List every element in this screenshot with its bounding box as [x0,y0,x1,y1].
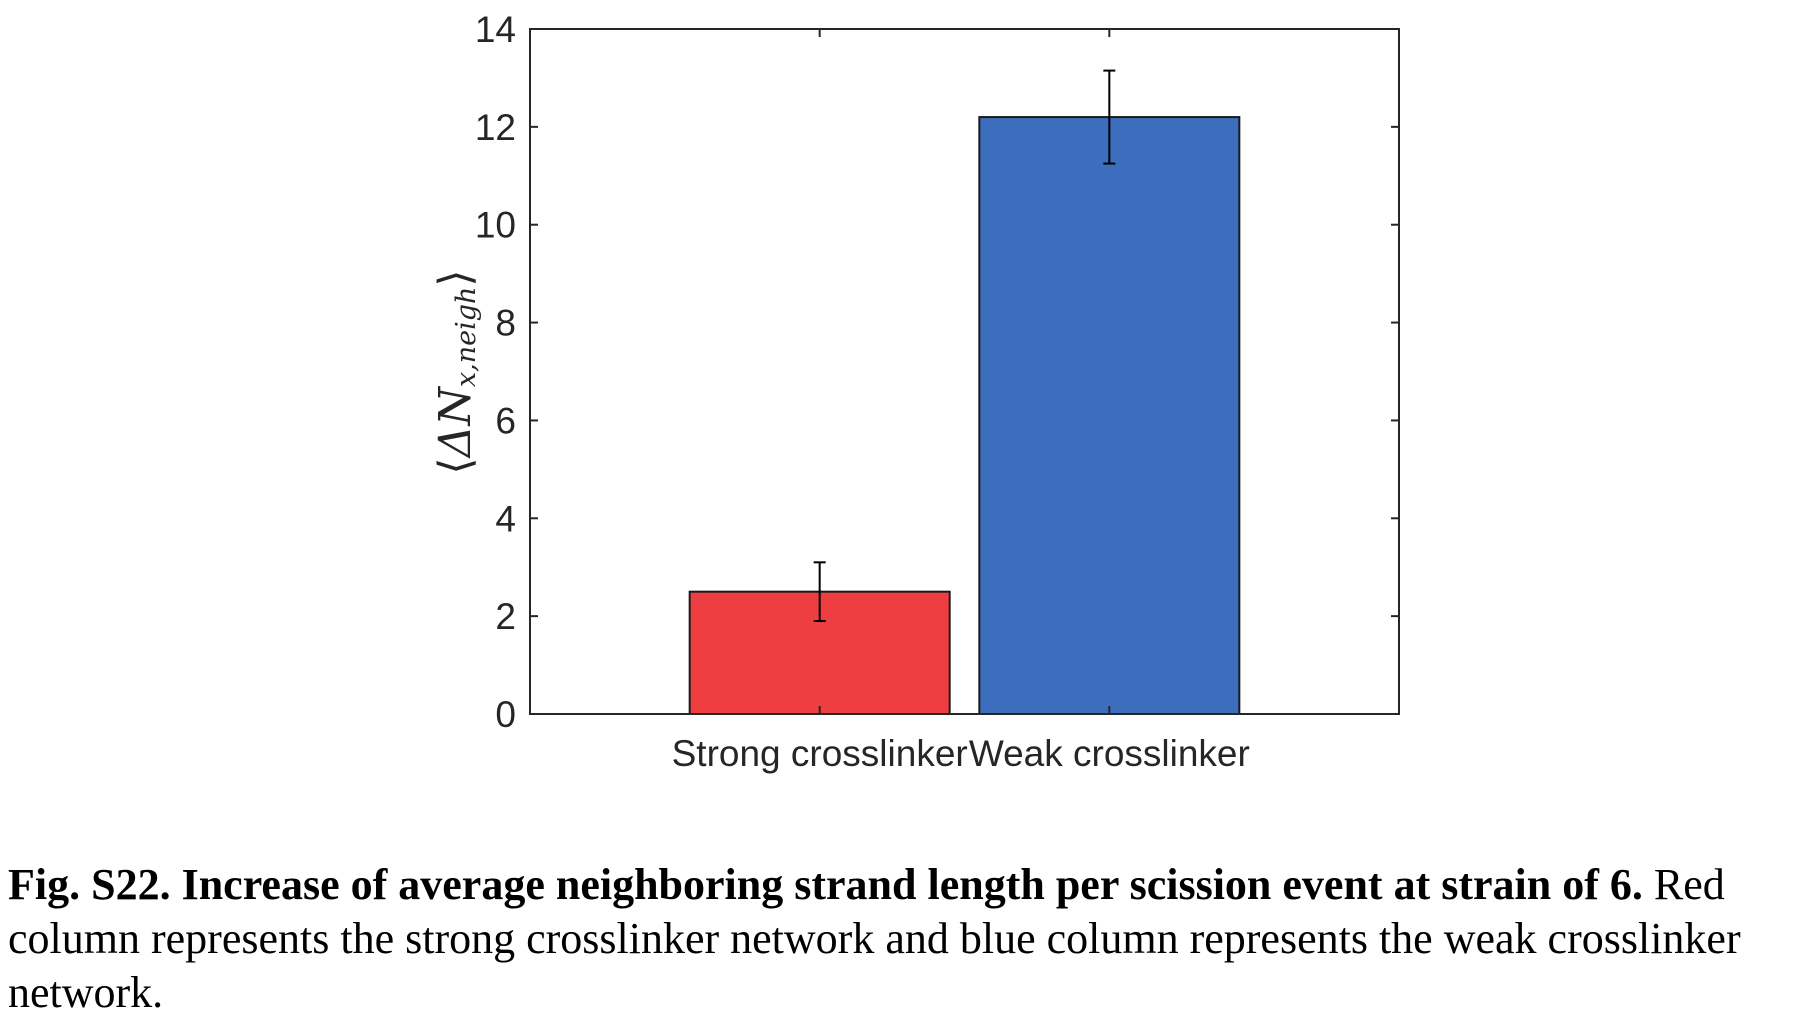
y-axis-label: ⟨ΔNx,neigh⟩ [430,269,482,474]
y-tick-label-1: 2 [495,596,516,637]
error-bar-0 [813,561,826,623]
caption-title: Fig. S22. Increase of average neighborin… [8,860,1643,909]
bar-1 [978,116,1241,716]
figure-caption: Fig. S22. Increase of average neighborin… [8,858,1793,1020]
ticks-layer [530,28,1399,715]
y-tick-label-0: 0 [495,694,516,735]
y-axis-label-close: ⟩ [430,269,481,286]
y-tick-label-5: 10 [475,205,516,246]
y-axis-label-subscript: x,neigh [451,287,482,388]
error-bar-1 [1103,69,1116,165]
error-bars-layer [813,69,1116,623]
bars-layer [688,116,1241,716]
caption-body: Red column represents the strong crossli… [8,860,1741,1017]
y-tick-label-4: 8 [495,303,516,344]
tick-labels-layer: Strong crosslinker Weak crosslinker 0 2 4 6 8 1… [475,9,1250,774]
bar-chart: Strong crosslinker Weak crosslinker 0 2 4 6 8 1… [430,9,1400,774]
y-axis-label-main: ΔN [430,386,481,460]
y-tick-label-7: 14 [475,9,516,50]
x-tick-label-1: Weak crosslinker [969,733,1250,774]
y-tick-label-2: 4 [495,498,516,539]
x-tick-label-0: Strong crosslinker [672,733,968,774]
plot-frame [529,28,1400,715]
y-tick-label-6: 12 [475,107,516,148]
y-axis-label-open: ⟨ [430,457,481,474]
y-tick-label-3: 6 [495,400,516,441]
